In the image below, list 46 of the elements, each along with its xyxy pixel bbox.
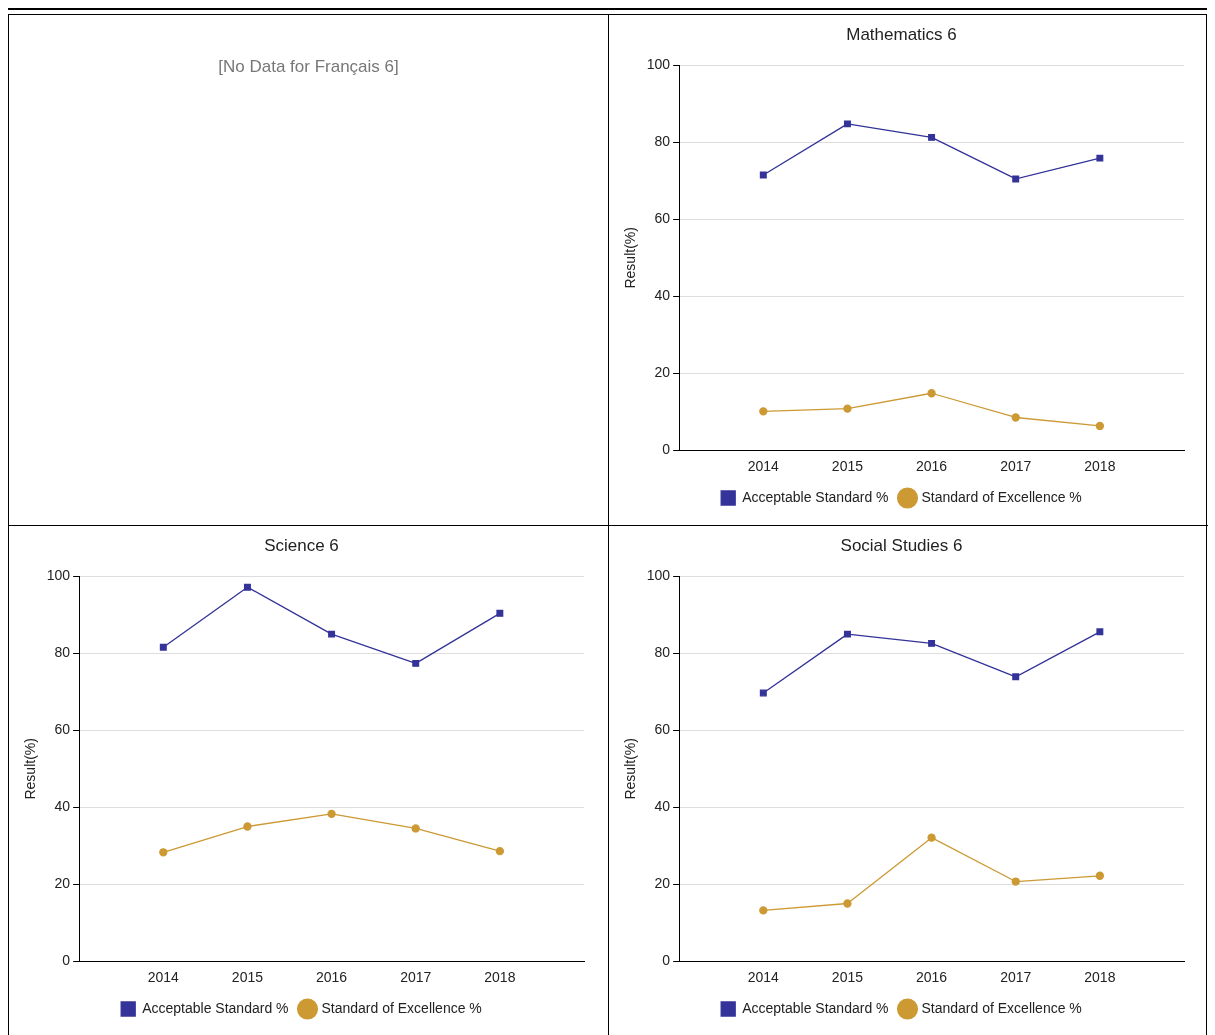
y-tick-label: 0 — [662, 441, 671, 458]
y-tick-label: 40 — [654, 287, 671, 304]
y-tick-label: 40 — [54, 798, 71, 815]
y-tick-label: 60 — [654, 210, 671, 227]
x-tick-label: 2014 — [147, 969, 180, 986]
y-tick-label: 60 — [54, 721, 71, 738]
x-tick-label: 2018 — [1084, 458, 1116, 475]
x-tick-label: 2015 — [231, 969, 264, 986]
y-axis-title: Result(%) — [622, 738, 639, 800]
x-tick-label: 2014 — [747, 969, 780, 986]
y-tick-label: 20 — [54, 875, 71, 892]
y-axis-title: Result(%) — [22, 738, 39, 800]
y-axis-title: Result(%) — [622, 227, 639, 289]
y-tick-label: 80 — [654, 133, 671, 150]
y-tick-label: 100 — [646, 56, 671, 73]
text: [No Data for Français 6] — [217, 57, 400, 77]
chart-title: Social Studies 6 — [840, 535, 963, 555]
x-tick-label: 2018 — [1084, 969, 1116, 986]
chart-title: Science 6 — [264, 535, 339, 555]
x-tick-label: 2015 — [831, 458, 864, 475]
y-tick-label: 20 — [654, 364, 671, 381]
x-tick-label: 2016 — [916, 458, 948, 475]
legend-label: Standard of Excellence % — [921, 488, 1082, 505]
x-tick-label: 2017 — [1000, 458, 1032, 475]
legend-label: Acceptable Standard % — [742, 488, 889, 505]
y-tick-label: 40 — [654, 798, 671, 815]
legend-label: Acceptable Standard % — [742, 999, 889, 1016]
x-tick-label: 2015 — [831, 969, 864, 986]
y-tick-label: 80 — [54, 644, 71, 661]
y-tick-label: 80 — [654, 644, 671, 661]
x-tick-label: 2016 — [316, 969, 348, 986]
y-tick-label: 60 — [654, 721, 671, 738]
y-tick-label: 100 — [646, 567, 671, 584]
x-tick-label: 2017 — [400, 969, 432, 986]
legend-label: Standard of Excellence % — [921, 999, 1082, 1016]
chart-title: Mathematics 6 — [846, 24, 957, 44]
y-tick-label: 20 — [654, 875, 671, 892]
x-tick-label: 2016 — [916, 969, 948, 986]
y-tick-label: 100 — [46, 567, 71, 584]
y-tick-label: 0 — [62, 952, 71, 969]
x-tick-label: 2014 — [747, 458, 780, 475]
legend-label: Acceptable Standard % — [142, 999, 289, 1016]
x-tick-label: 2018 — [484, 969, 516, 986]
y-tick-label: 0 — [662, 952, 671, 969]
legend-label: Standard of Excellence % — [321, 999, 482, 1016]
x-tick-label: 2017 — [1000, 969, 1032, 986]
